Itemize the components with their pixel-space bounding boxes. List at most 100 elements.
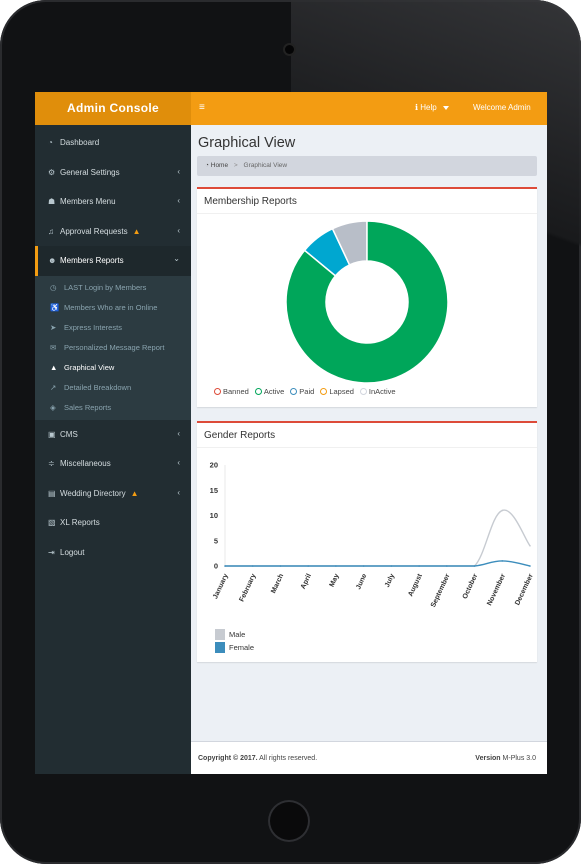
point-female[interactable] <box>362 565 365 567</box>
breadcrumb-home[interactable]: Home <box>210 162 229 169</box>
legend-label: Banned <box>223 387 249 396</box>
legend-circle-icon <box>320 388 328 395</box>
users-icon: ☻ <box>48 256 57 266</box>
settings-icon: ⚙ <box>48 167 56 177</box>
sidebar-item-members-menu[interactable]: ☗ Members Menu ‹ <box>35 187 191 217</box>
bell-icon: ♫ <box>48 226 54 236</box>
misc-icon: ≑ <box>48 459 55 469</box>
line-chart-icon: ↗ <box>50 383 57 392</box>
logo[interactable]: Admin Console <box>35 92 191 125</box>
point-male[interactable] <box>529 545 531 547</box>
point-female[interactable] <box>501 560 504 562</box>
legend-swatch <box>215 629 225 640</box>
help-dropdown[interactable]: ℹ Help <box>415 103 449 112</box>
membership-legend: Banned Active Paid Lapsed InActive <box>214 387 396 396</box>
sidebar-item-wedding-directory[interactable]: ▤ Wedding Directory ▲ ‹ <box>35 479 191 509</box>
dashboard-icon: ◔ <box>205 162 209 169</box>
sidebar-item-members-reports[interactable]: ☻ Members Reports ⌄ <box>35 246 191 276</box>
point-female[interactable] <box>529 565 531 567</box>
legend-circle-icon <box>359 388 367 395</box>
sidebar-item-label: Wedding Directory <box>60 488 126 498</box>
point-female[interactable] <box>307 565 309 567</box>
point-female[interactable] <box>418 565 420 567</box>
legend-label: Lapsed <box>329 387 354 396</box>
submenu-item-label: Graphical View <box>64 363 115 372</box>
y-tick-label: 10 <box>210 511 218 520</box>
submenu-item-detailed-breakdown[interactable]: ↗ Detailed Breakdown <box>35 378 191 398</box>
screen: Admin Console ≡ ℹ Help Welcome Admin ◔ D… <box>35 92 547 774</box>
membership-donut-chart <box>285 220 449 384</box>
sidebar-item-dashboard[interactable]: ◔ Dashboard <box>35 128 191 158</box>
excel-icon: ▧ <box>48 518 56 528</box>
sidebar-item-logout[interactable]: ⇥ Logout <box>35 538 191 568</box>
point-female[interactable] <box>224 565 226 567</box>
x-tick-label: April <box>300 573 313 590</box>
breadcrumb-current: Graphical View <box>243 162 288 169</box>
chevron-left-icon: ‹ <box>177 196 180 205</box>
notification-bell-icon: ▲ <box>130 488 139 498</box>
sidebar-item-label: Members Menu <box>60 197 116 207</box>
chevron-left-icon: ‹ <box>177 166 180 176</box>
welcome-user[interactable]: Welcome Admin <box>473 103 531 112</box>
sidebar-item-label: Dashboard <box>60 138 100 148</box>
copyright-text: All rights reserved. <box>257 755 318 762</box>
submenu-item-label: Personalized Message Report <box>64 343 165 352</box>
members-menu-icon: ☗ <box>48 197 56 207</box>
sidebar-item-general-settings[interactable]: ⚙ General Settings ‹ <box>35 158 191 188</box>
legend-circle-icon <box>214 388 221 395</box>
sidebar-item-label: Members Reports <box>60 256 124 266</box>
submenu-item-express-interests[interactable]: ➤ Express Interests <box>35 318 191 338</box>
caret-down-icon <box>442 105 449 110</box>
submenu-item-sales-reports[interactable]: ◈ Sales Reports <box>35 398 191 418</box>
cms-icon: ▣ <box>48 429 56 439</box>
x-tick-label: February <box>239 573 258 603</box>
legend-item-inactive[interactable]: InActive <box>359 387 396 396</box>
submenu-item-online-members[interactable]: ♿ Members Who are in Online <box>35 298 191 318</box>
point-female[interactable] <box>279 565 282 567</box>
book-icon: ▤ <box>48 488 56 498</box>
submenu-item-personalized-message[interactable]: ✉ Personalized Message Report <box>35 338 191 358</box>
donut-slice-active[interactable] <box>285 220 449 384</box>
breadcrumb: ◔ Home > Graphical View <box>197 156 537 176</box>
legend-item-banned[interactable]: Banned <box>214 387 249 396</box>
submenu-item-label: Express Interests <box>64 323 122 332</box>
gender-reports-box: Gender Reports 20 15 10 5 0 January February Ma… <box>197 421 537 662</box>
series-line-female <box>225 560 531 567</box>
legend-item-paid[interactable]: Paid <box>290 387 314 396</box>
point-female[interactable] <box>251 565 254 567</box>
point-female[interactable] <box>473 565 476 567</box>
dashboard-icon: ◔ <box>48 138 53 148</box>
copyright: Copyright © 2017. All rights reserved. <box>198 755 317 762</box>
sidebar-item-cms[interactable]: ▣ CMS ‹ <box>35 420 191 450</box>
submenu-item-last-login[interactable]: ◷ LAST Login by Members <box>35 278 191 298</box>
series-line-male <box>225 509 531 567</box>
point-male[interactable] <box>501 509 504 512</box>
legend-label: Paid <box>299 387 315 396</box>
clock-icon: ◷ <box>50 283 57 292</box>
menu-toggle-icon[interactable]: ≡ <box>199 102 205 113</box>
envelope-icon: ✉ <box>50 343 57 352</box>
box-title: Gender Reports <box>197 423 537 448</box>
x-tick-label: January <box>212 573 230 600</box>
camera <box>285 45 294 54</box>
sidebar-item-xl-reports[interactable]: ▧ XL Reports <box>35 508 191 538</box>
x-tick-label: November <box>486 573 507 607</box>
submenu-item-graphical-view[interactable]: ▲ Graphical View <box>35 358 191 378</box>
legend-item-lapsed[interactable]: Lapsed <box>320 387 354 396</box>
legend-swatch <box>215 642 225 653</box>
point-female[interactable] <box>390 565 393 567</box>
area-chart-icon: ▲ <box>50 363 58 372</box>
home-button[interactable] <box>268 800 310 842</box>
sidebar-item-approval-requests[interactable]: ♫ Approval Requests ▲ ‹ <box>35 217 191 247</box>
sidebar-item-miscellaneous[interactable]: ≑ Miscellaneous ‹ <box>35 449 191 479</box>
content-area: Graphical View ◔ Home > Graphical View M… <box>191 125 547 741</box>
point-female[interactable] <box>446 565 448 567</box>
point-female[interactable] <box>335 565 337 567</box>
submenu-item-label: Sales Reports <box>64 403 112 412</box>
y-tick-label: 15 <box>210 486 218 495</box>
legend-item-active[interactable]: Active <box>254 387 284 396</box>
submenu-item-label: Members Who are in Online <box>64 303 158 312</box>
version-label: Version <box>475 755 501 762</box>
version: Version M-Plus 3.0 <box>475 755 536 762</box>
